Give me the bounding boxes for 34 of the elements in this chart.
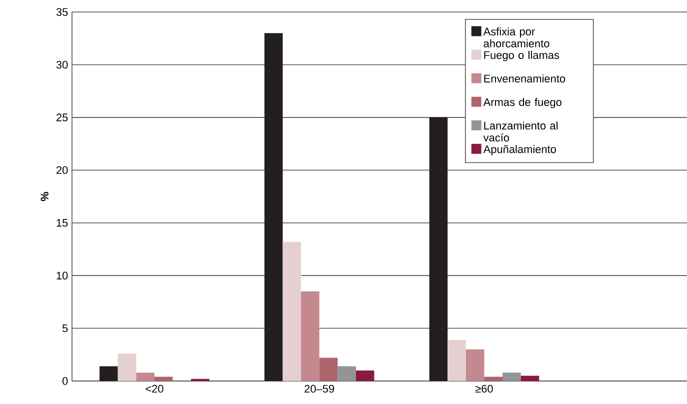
y-tick-label: 15 [56,219,68,227]
x-tick-label: ≥60 [475,384,493,393]
y-tick-label: 30 [56,60,68,69]
bar [448,340,466,381]
bar [484,376,503,381]
bar [319,358,338,381]
bar [356,370,374,381]
bar [282,242,302,381]
legend-label: Apuñalamiento [483,145,556,156]
bar [118,354,136,381]
legend-label: Asfixia por ahorcamiento [483,27,550,48]
bar [264,33,283,381]
bar [301,291,320,381]
legend-label: Lanzamiento al vacío [483,122,558,142]
y-tick-label: 5 [62,324,68,332]
bar [338,366,356,381]
bar [466,349,484,381]
y-tick-label: 25 [56,114,68,122]
legend-label: Fuego o llamas [484,50,560,62]
x-tick-label: <20 [146,384,164,393]
bar [502,372,521,381]
y-tick-label: 35 [56,8,68,16]
y-axis-title: % [40,192,48,202]
bar [100,366,118,381]
y-tick-label: 0 [62,377,68,385]
bar [154,376,173,381]
x-tick-label: 20–59 [304,384,334,393]
y-tick-label: 20 [56,166,68,174]
legend-label: Armas de fuego [483,98,562,108]
y-tick-label: 10 [56,272,68,280]
bar [520,376,540,381]
bar [136,372,154,381]
legend-label: Envenenamiento [484,74,566,82]
bar [429,117,448,381]
